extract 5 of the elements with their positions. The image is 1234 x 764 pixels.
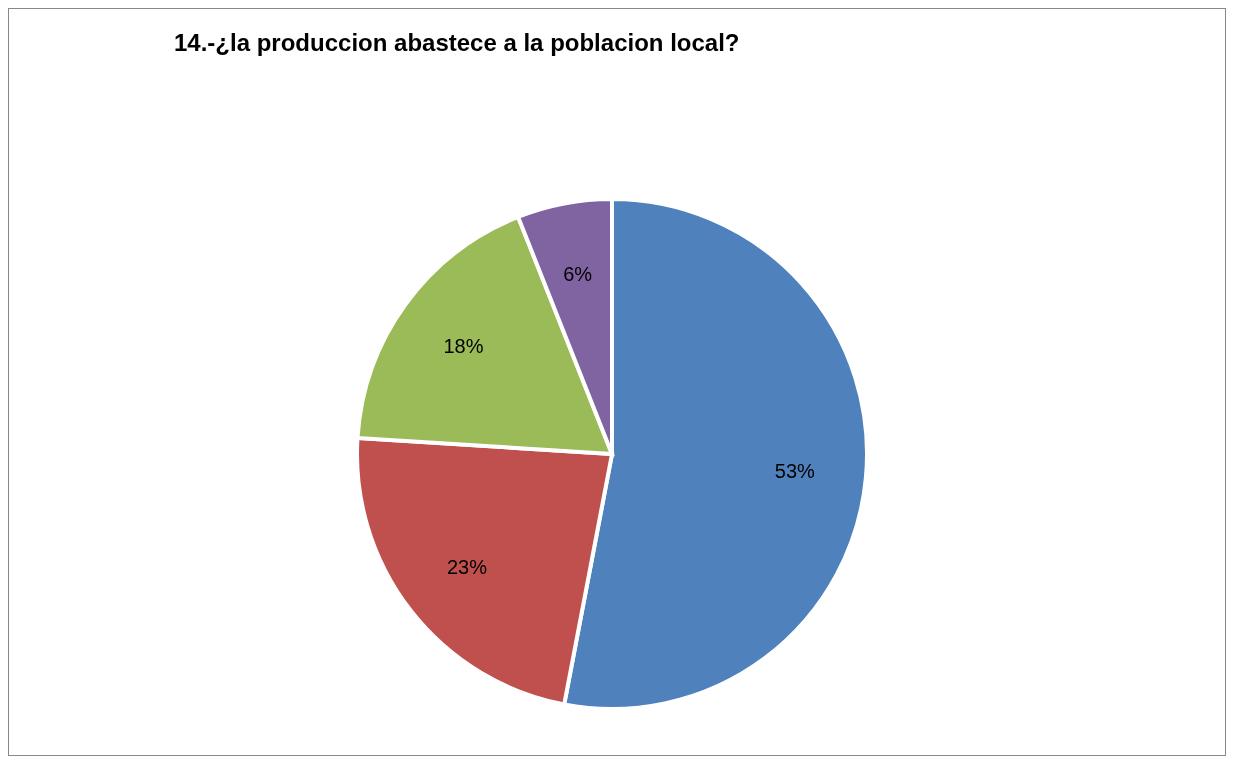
chart-title: 14.-¿la produccion abastece a la poblacion local? [174, 29, 740, 57]
data-label: 18% [443, 335, 484, 358]
data-label: 23% [446, 555, 488, 578]
data-label: 53% [774, 460, 816, 483]
data-label: 6% [563, 262, 593, 285]
